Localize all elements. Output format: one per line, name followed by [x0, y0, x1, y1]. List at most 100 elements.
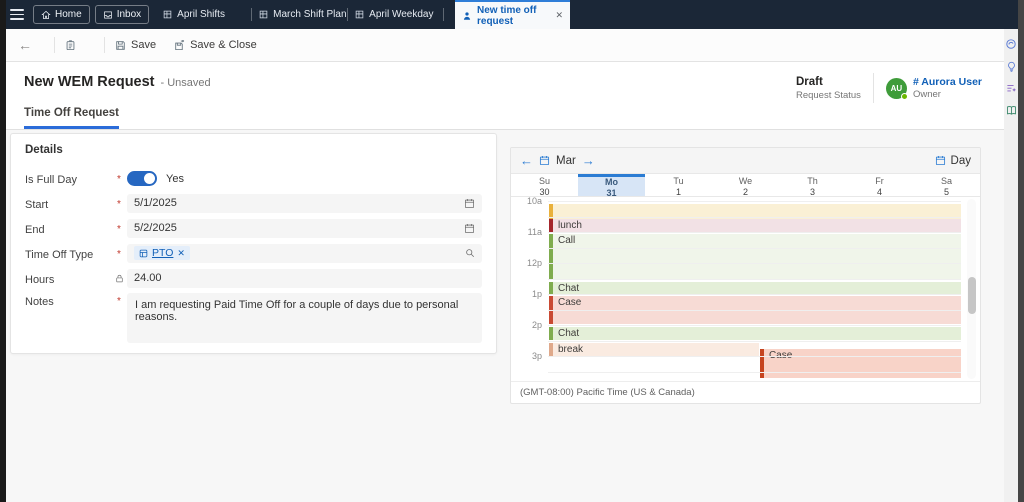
shift-grid-icon — [259, 10, 268, 19]
field-row-notes: Notes * I am requesting Paid Time Off fo… — [25, 293, 482, 343]
is-full-day-value: Yes — [166, 172, 184, 185]
timezone-label: (GMT-08:00) Pacific Time (US & Canada) — [520, 387, 695, 398]
save-and-close-button[interactable]: Save & Close — [174, 39, 257, 51]
field-row-is-full-day: Is Full Day * Yes — [25, 168, 482, 188]
day-column-header[interactable]: Fr 4 — [846, 174, 913, 197]
tab-new-time-off-request[interactable]: New time off request ✕ — [455, 0, 570, 29]
time-label: 11a — [527, 227, 542, 237]
home-button-label: Home — [55, 9, 82, 20]
tab-time-off-request[interactable]: Time Off Request — [24, 107, 119, 129]
calendar-event-call[interactable]: Call — [549, 234, 961, 279]
notes-label: Notes — [25, 296, 54, 308]
right-side-rail — [1004, 29, 1018, 502]
request-status-field: Draft Request Status — [796, 76, 861, 101]
shift-grid-icon — [355, 10, 364, 19]
day-view-button[interactable]: Day — [935, 155, 971, 167]
day-column-header[interactable]: We 2 — [712, 174, 779, 197]
session-tab[interactable]: March Shift Plan — [252, 0, 347, 29]
start-date-value: 5/1/2025 — [134, 197, 177, 209]
day-header-row: Su 30 Mo 31 Tu 1 We 2 Th 3 Fr 4 Sa 5 — [511, 174, 980, 198]
back-button[interactable]: ← — [18, 37, 32, 53]
session-tab[interactable]: April Shifts — [156, 0, 251, 29]
session-tab-label: April Shifts — [177, 9, 225, 20]
home-button[interactable]: Home — [33, 5, 90, 24]
calendar-event-case[interactable]: Case — [759, 349, 961, 378]
event-layer: lunch Call Chat Case Chat break Case — [549, 197, 961, 381]
grid-line — [548, 232, 961, 233]
field-row-end: End * 5/2/2025 — [25, 218, 482, 238]
pto-record-link[interactable]: PTO — [152, 247, 174, 259]
session-tab[interactable]: April Weekday — [348, 0, 443, 29]
field-row-time-off-type: Time Off Type * PTO ✕ — [25, 243, 482, 263]
section-title: Details — [25, 144, 63, 156]
divider — [872, 73, 874, 103]
window-edge-left — [0, 0, 6, 502]
divider — [104, 37, 105, 53]
time-label: 1p — [531, 289, 542, 299]
day-column-header[interactable]: Th 3 — [779, 174, 846, 197]
calendar-event[interactable] — [549, 204, 961, 219]
time-off-type-label: Time Off Type — [25, 248, 94, 261]
hamburger-menu-icon[interactable] — [10, 9, 24, 20]
app-top-bar: Home Inbox April Shifts March Shift Plan A… — [0, 0, 1024, 29]
save-close-button-label: Save & Close — [190, 39, 257, 51]
avatar: AU — [885, 77, 908, 100]
day-column-header[interactable]: Sa 5 — [913, 174, 980, 197]
details-section: Details Is Full Day * Yes Start * 5/1/20… — [10, 133, 497, 354]
time-label: 12p — [526, 258, 542, 268]
calendar-picker-icon[interactable] — [464, 223, 475, 234]
required-marker: * — [117, 249, 121, 260]
copilot-icon[interactable] — [1005, 38, 1017, 50]
owner-link[interactable]: # Aurora User — [912, 76, 982, 88]
calendar-scrollbar-thumb[interactable] — [967, 277, 976, 314]
time-off-type-lookup[interactable]: PTO ✕ — [127, 243, 482, 263]
day-name: Su — [538, 176, 550, 186]
lightbulb-icon[interactable] — [1006, 61, 1017, 72]
notes-textarea[interactable]: I am requesting Paid Time Off for a coup… — [127, 293, 482, 343]
record-icon — [139, 249, 148, 258]
day-column-header[interactable]: Tu 1 — [645, 174, 712, 197]
save-close-icon — [174, 39, 185, 51]
calendar-picker-icon[interactable] — [464, 198, 475, 209]
day-date: 3 — [809, 187, 815, 197]
search-icon[interactable] — [465, 248, 475, 258]
calendar-event-chat[interactable]: Chat — [549, 282, 961, 295]
owner-field[interactable]: AU # Aurora User Owner — [885, 76, 982, 100]
inbox-icon — [103, 10, 113, 20]
day-date: 1 — [675, 187, 681, 197]
grid-line — [548, 371, 961, 373]
event-label: Chat — [558, 328, 580, 339]
start-label: Start — [25, 198, 49, 211]
event-label: Call — [558, 235, 576, 246]
save-button[interactable]: Save — [115, 39, 156, 51]
is-full-day-label: Is Full Day — [25, 173, 77, 186]
close-tab-icon[interactable]: ✕ — [555, 10, 563, 20]
day-column-header[interactable]: Su 30 — [511, 174, 578, 197]
divider — [54, 37, 55, 53]
time-label: 10a — [526, 197, 542, 206]
calendar-event-lunch[interactable]: lunch — [549, 219, 961, 233]
is-full-day-toggle[interactable] — [127, 171, 157, 186]
form-switcher-button[interactable] — [65, 39, 76, 51]
grid-line — [548, 294, 961, 295]
previous-week-button[interactable]: ← — [520, 153, 533, 168]
day-name: We — [738, 176, 753, 186]
end-date-input[interactable]: 5/2/2025 — [127, 218, 482, 238]
next-week-button[interactable]: → — [581, 153, 595, 168]
flow-steps-icon[interactable] — [1006, 83, 1017, 94]
event-label: Case — [769, 350, 792, 361]
inbox-button[interactable]: Inbox — [94, 5, 150, 24]
grid-line — [548, 325, 961, 326]
knowledge-book-icon[interactable] — [1006, 105, 1017, 116]
save-button-label: Save — [131, 39, 157, 51]
event-label: lunch — [558, 220, 582, 231]
request-status-value: Draft — [795, 75, 823, 88]
lookup-tag-pto[interactable]: PTO ✕ — [134, 246, 190, 260]
start-date-input[interactable]: 5/1/2025 — [127, 193, 482, 213]
calendar-event-chat[interactable]: Chat — [549, 327, 961, 340]
remove-tag-icon[interactable]: ✕ — [177, 247, 185, 258]
hours-input[interactable]: 24.00 — [127, 268, 482, 288]
event-label: break — [558, 344, 584, 355]
day-column-header[interactable]: Mo 31 — [578, 174, 645, 198]
calendar-event-break[interactable]: break — [549, 343, 760, 357]
